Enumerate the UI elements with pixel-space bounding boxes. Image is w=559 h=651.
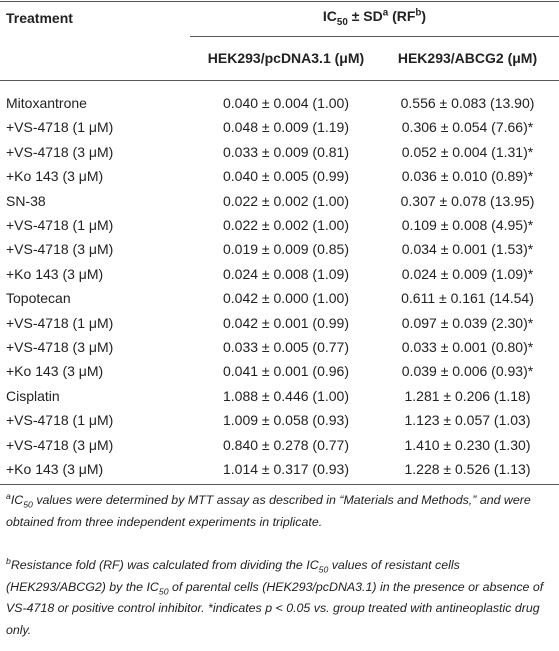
value-cell: 0.840 ± 0.278 (0.77) [223,436,349,453]
value-cell: 0.019 ± 0.009 (0.85) [223,241,349,258]
treatment-cell: +Ko 143 (3 μM) [6,265,104,282]
header-part: b [415,7,422,19]
top-rule [0,1,559,2]
value-cell: 0.306 ± 0.054 (7.66)* [401,119,534,136]
treatment-cell: +Ko 143 (3 μM) [6,168,104,185]
treatment-cell: +VS-4718 (3 μM) [6,436,114,453]
treatment-cell: +VS-4718 (1 μM) [6,412,114,429]
value-cell: 0.033 ± 0.005 (0.77) [223,339,349,355]
header-part: 50 [336,16,348,28]
value-cell: 0.611 ± 0.161 (14.54) [401,290,534,307]
column-header: HEK293/pcDNA3.1 (μM) [207,50,365,66]
treatment-cell: +VS-4718 (1 μM) [6,119,114,136]
value-cell: 1.228 ± 0.526 (1.13) [404,461,531,477]
value-cell: 0.039 ± 0.006 (0.93)* [401,363,534,380]
treatment-cell: +Ko 143 (3 μM) [6,363,104,380]
value-cell: 0.040 ± 0.005 (0.99) [223,168,349,185]
value-cell: 1.281 ± 0.206 (1.18) [404,387,531,404]
footnote-part: Resistance fold (RF) was calculated from… [10,558,319,572]
bottom-rule [0,484,559,485]
value-cell: 1.009 ± 0.058 (0.93) [223,412,349,429]
footnote-part: 50 [318,564,329,575]
treatment-cell: +VS-4718 (3 μM) [6,339,114,355]
value-cell: 0.034 ± 0.001 (1.53)* [401,241,534,258]
value-cell: 0.024 ± 0.008 (1.09) [223,265,349,282]
value-cell: 1.014 ± 0.317 (0.93) [223,461,349,477]
treatment-cell: +VS-4718 (3 μM) [6,143,114,160]
value-cell: 1.123 ± 0.057 (1.03) [404,412,531,429]
group-rule [190,36,559,37]
header-part: (RF [388,8,416,24]
value-cell: 0.307 ± 0.078 (13.95) [400,192,535,209]
value-cell: 0.097 ± 0.039 (2.30)* [401,314,534,331]
value-cell: 0.033 ± 0.009 (0.81) [223,143,349,160]
value-cell: 0.033 ± 0.001 (0.80)* [401,339,534,355]
value-cell: 1.410 ± 0.230 (1.30) [404,436,531,453]
header-part: ± SD [347,8,383,24]
value-cell: 0.556 ± 0.083 (13.90) [400,95,535,111]
footnote-part: b [6,555,11,566]
footnote-a: aIC50 values were determined by MTT assa… [6,490,554,533]
value-cell: 0.022 ± 0.002 (1.00) [223,217,349,233]
footnote-part: a [6,490,11,501]
header-rule [0,80,559,81]
treatment-cell: Topotecan [6,290,71,307]
treatment-cell: +VS-4718 (3 μM) [6,241,114,258]
value-cell: 0.042 ± 0.000 (1.00) [223,290,349,307]
treatment-cell: +VS-4718 (1 μM) [6,314,114,331]
column-header: HEK293/ABCG2 (μM) [397,50,538,66]
treatment-cell: SN-38 [6,192,46,209]
value-cell: 0.052 ± 0.004 (1.31)* [401,143,534,160]
header-part: ) [421,8,427,24]
footnote-part: 50 [158,585,169,596]
header-part: a [382,7,389,19]
footnote-b: bResistance fold (RF) was calculated fro… [6,555,554,641]
value-cell: 0.036 ± 0.010 (0.89)* [401,168,534,185]
footnote-part: values of resistant cells (HEK293/ABCG2)… [6,558,460,594]
value-cell: 0.024 ± 0.009 (1.09)* [401,265,534,282]
value-cell: 0.041 ± 0.001 (0.96) [223,363,349,380]
treatment-cell: Mitoxantrone [6,95,87,111]
footnote-part: IC [10,493,24,507]
treatment-cell: +VS-4718 (1 μM) [6,217,114,233]
value-cell: 0.022 ± 0.002 (1.00) [223,192,349,209]
treatment-header: Treatment [6,10,73,26]
treatment-cell: +Ko 143 (3 μM) [6,461,104,477]
value-cell: 1.088 ± 0.446 (1.00) [223,387,349,404]
value-cell: 0.109 ± 0.008 (4.95)* [401,217,534,233]
header-part: IC [322,8,337,24]
footnote-part: of parental cells (HEK293/pcDNA3.1) in t… [6,579,544,637]
value-cell: 0.042 ± 0.001 (0.99) [223,314,349,331]
value-cell: 0.040 ± 0.004 (1.00) [223,95,349,111]
group-header: IC50 ± SDa (RFb) [190,7,559,27]
footnote-part: 50 [23,499,33,510]
footnote-part: values were determined by MTT assay as d… [6,493,531,529]
treatment-cell: Cisplatin [6,387,60,404]
value-cell: 0.048 ± 0.009 (1.19) [223,119,349,136]
